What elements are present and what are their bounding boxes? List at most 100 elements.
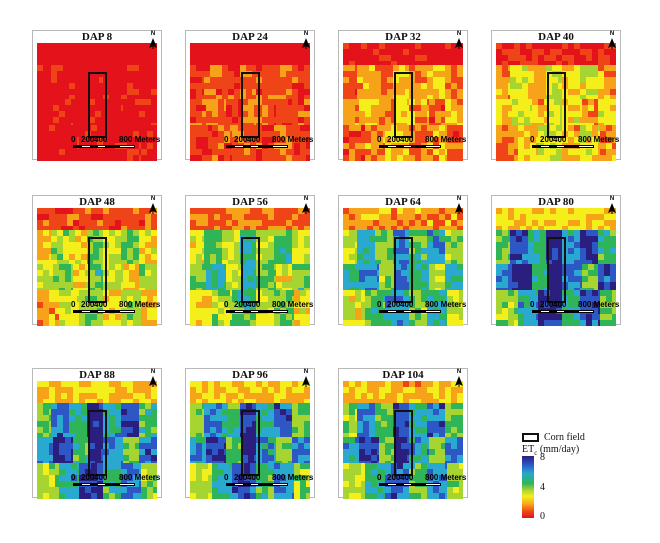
raster-cell xyxy=(190,155,197,161)
raster-cell xyxy=(560,276,563,283)
raster-cell xyxy=(97,290,104,297)
raster-cell xyxy=(153,296,157,303)
raster-cell xyxy=(103,381,110,388)
raster-cell xyxy=(604,43,611,50)
raster-cell xyxy=(121,437,124,444)
raster-cell xyxy=(252,83,257,90)
raster-cell xyxy=(349,55,356,62)
raster-cell xyxy=(371,449,378,456)
raster-cell xyxy=(421,55,428,62)
raster-cell xyxy=(256,214,263,221)
raster-cell xyxy=(298,276,305,283)
raster-cell xyxy=(268,493,275,499)
raster-cell xyxy=(202,314,209,321)
raster-cell xyxy=(248,455,255,462)
raster-cell xyxy=(43,437,50,444)
raster-cell xyxy=(445,403,452,410)
raster-cell xyxy=(232,320,239,326)
raster-cell xyxy=(139,208,146,215)
raster-cell xyxy=(89,276,96,283)
raster-cell xyxy=(496,208,503,215)
raster-cell xyxy=(222,95,229,100)
raster-cell xyxy=(375,77,382,84)
raster-cell xyxy=(409,55,416,62)
raster-cell xyxy=(59,131,66,138)
raster-cell xyxy=(147,308,154,315)
raster-cell xyxy=(612,137,616,144)
raster-cell xyxy=(377,455,380,462)
raster-cell xyxy=(379,288,386,291)
raster-cell xyxy=(580,226,587,231)
raster-cell xyxy=(391,449,396,456)
raster-cell xyxy=(43,61,50,66)
raster-cell xyxy=(232,449,239,456)
raster-cell xyxy=(262,270,269,277)
raster-cell xyxy=(206,105,213,112)
raster-cell xyxy=(610,254,616,261)
raster-cell xyxy=(133,415,140,422)
raster-cell xyxy=(49,43,56,50)
raster-cell xyxy=(190,111,197,118)
raster-cell xyxy=(109,55,116,62)
raster-cell xyxy=(421,125,428,132)
raster-cell xyxy=(304,105,310,112)
raster-cell xyxy=(526,214,533,221)
raster-cell xyxy=(153,290,157,297)
raster-cell xyxy=(202,387,209,394)
raster-cell xyxy=(248,99,255,106)
raster-cell xyxy=(415,125,422,132)
raster-cell xyxy=(407,264,410,271)
raster-cell xyxy=(528,260,535,265)
raster-cell xyxy=(129,111,136,118)
raster-cell xyxy=(85,381,92,388)
raster-cell xyxy=(196,260,203,265)
raster-cell xyxy=(556,43,563,50)
raster-cell xyxy=(218,99,225,106)
raster-cell xyxy=(274,65,281,72)
raster-cell xyxy=(103,230,110,237)
raster-cell xyxy=(81,254,88,261)
raster-cell xyxy=(254,117,257,124)
raster-cell xyxy=(109,270,116,277)
raster-cell xyxy=(530,276,533,283)
raster-cell xyxy=(457,49,463,56)
raster-cell xyxy=(274,260,281,265)
raster-cell xyxy=(204,248,211,255)
raster-cell xyxy=(451,105,458,112)
raster-cell xyxy=(355,320,362,326)
raster-cell xyxy=(598,242,605,249)
raster-cell xyxy=(280,71,287,78)
raster-cell xyxy=(592,236,599,243)
raster-cell xyxy=(502,143,509,150)
raster-cell xyxy=(121,43,128,50)
raster-cell xyxy=(514,155,519,161)
scale-label: 200 xyxy=(81,135,95,144)
raster-cell xyxy=(592,83,599,90)
raster-cell xyxy=(145,43,152,50)
raster-cell xyxy=(349,220,356,227)
raster-cell xyxy=(355,99,360,106)
raster-cell xyxy=(524,264,531,271)
raster-cell xyxy=(224,137,231,144)
raster-cell xyxy=(399,95,406,100)
raster-cell xyxy=(49,226,56,231)
raster-cell xyxy=(433,236,440,243)
raster-cell xyxy=(286,421,293,428)
raster-cell xyxy=(43,230,50,237)
raster-cell xyxy=(139,226,146,231)
raster-cell xyxy=(403,49,410,56)
raster-cell xyxy=(69,409,76,416)
raster-cell xyxy=(540,95,547,100)
raster-cell xyxy=(274,421,281,428)
raster-cell xyxy=(592,71,599,78)
raster-cell xyxy=(129,461,136,464)
raster-cell xyxy=(91,463,98,470)
raster-cell xyxy=(292,220,299,227)
raster-cell xyxy=(385,270,392,277)
raster-cell xyxy=(234,95,241,100)
raster-cell xyxy=(206,443,213,450)
raster-cell xyxy=(550,208,557,215)
raster-cell xyxy=(53,449,60,456)
raster-cell xyxy=(262,248,269,255)
raster-cell xyxy=(240,71,247,78)
